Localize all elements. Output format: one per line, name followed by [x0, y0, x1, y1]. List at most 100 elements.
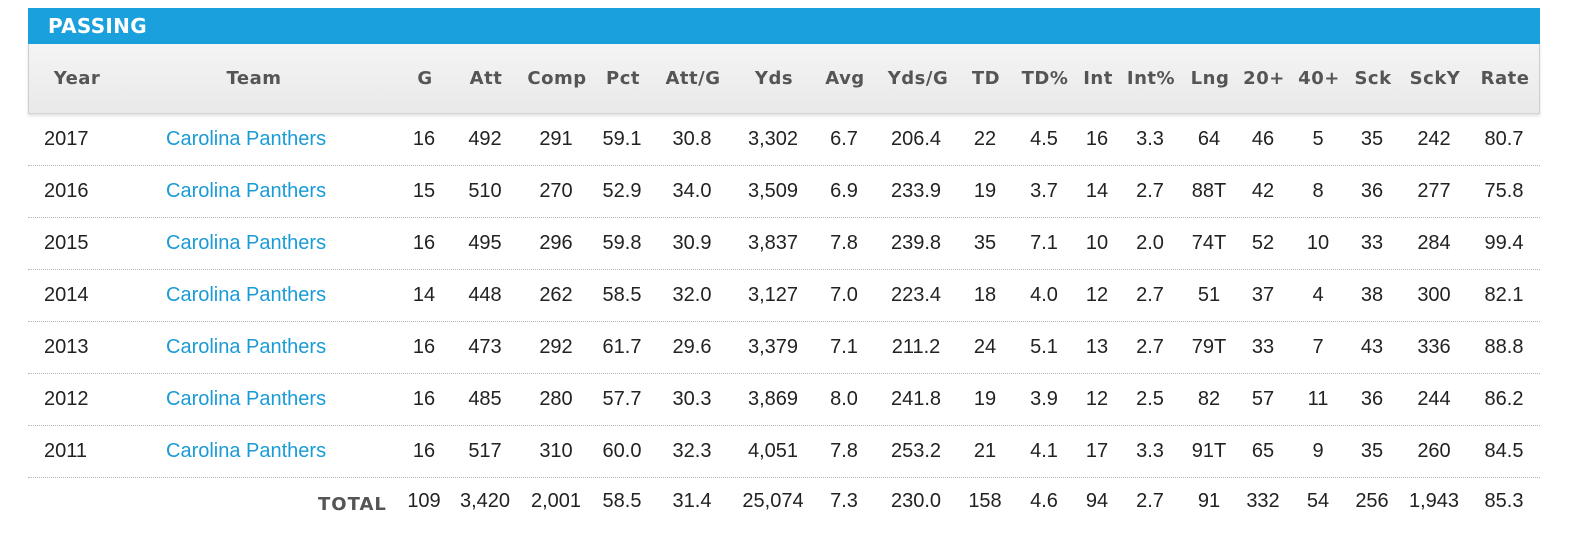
cell-comp: 270	[539, 180, 573, 202]
col-header-att-per-g: Att/G	[665, 68, 721, 89]
cell-comp: 292	[539, 336, 573, 358]
cell-td: 22	[973, 128, 997, 150]
cell-year: 2012	[44, 388, 89, 410]
total-yds: 25,074	[742, 490, 804, 512]
cell-int-pct: 2.7	[1136, 336, 1164, 358]
cell-rate: 86.2	[1484, 388, 1524, 410]
team-link[interactable]: Carolina Panthers	[166, 128, 327, 150]
team-link[interactable]: Carolina Panthers	[166, 284, 327, 306]
cell-td-pct: 4.1	[1030, 440, 1058, 462]
cell-td-pct: 5.1	[1030, 336, 1058, 358]
table-row: 2015 Carolina Panthers 16 495 296 59.8 30.9 3,8…	[28, 218, 1540, 270]
cell-20-plus: 65	[1251, 440, 1275, 462]
cell-att-per-g: 29.6	[672, 336, 712, 358]
total-40-plus: 54	[1306, 490, 1330, 512]
cell-g: 16	[412, 232, 436, 254]
total-comp: 2,001	[530, 490, 582, 512]
cell-20-plus: 46	[1251, 128, 1275, 150]
cell-40-plus: 9	[1312, 440, 1324, 462]
cell-int: 10	[1085, 232, 1109, 254]
total-scky: 1,943	[1408, 490, 1460, 512]
col-header-yds-per-g: Yds/G	[887, 68, 949, 89]
cell-td-pct: 4.0	[1030, 284, 1058, 306]
cell-pct: 59.1	[602, 128, 642, 150]
cell-yds-per-g: 206.4	[890, 128, 942, 150]
cell-yds-per-g: 211.2	[891, 336, 941, 358]
cell-td: 21	[973, 440, 997, 462]
team-link[interactable]: Carolina Panthers	[166, 180, 327, 202]
cell-td-pct: 7.1	[1030, 232, 1058, 254]
cell-lng: 51	[1197, 284, 1221, 306]
cell-td: 35	[973, 232, 997, 254]
cell-rate: 82.1	[1484, 284, 1524, 306]
table-row: 2011 Carolina Panthers 16 517 310 60.0 32.3 4,0…	[28, 426, 1540, 478]
cell-sck: 36	[1360, 388, 1384, 410]
table-row: 2016 Carolina Panthers 15 510 270 52.9 34.0 3,5…	[28, 166, 1540, 218]
cell-lng: 88T	[1191, 180, 1227, 202]
total-pct: 58.5	[602, 490, 642, 512]
cell-att: 510	[468, 180, 502, 202]
table-row: 2014 Carolina Panthers 14 448 262 58.5 32.0 3,1…	[28, 270, 1540, 322]
cell-yds: 3,379	[747, 336, 799, 358]
cell-40-plus: 11	[1307, 388, 1329, 410]
cell-att-per-g: 30.8	[672, 128, 712, 150]
cell-int-pct: 3.3	[1136, 128, 1164, 150]
cell-pct: 58.5	[602, 284, 642, 306]
col-header-rate: Rate	[1480, 68, 1530, 89]
col-header-yds: Yds	[754, 68, 794, 89]
total-att: 3,420	[459, 490, 511, 512]
cell-td: 19	[973, 388, 997, 410]
cell-att-per-g: 34.0	[672, 180, 712, 202]
col-header-comp: Comp	[527, 68, 587, 89]
cell-td: 19	[973, 180, 997, 202]
total-20-plus: 332	[1246, 490, 1280, 512]
cell-att-per-g: 30.9	[672, 232, 712, 254]
cell-scky: 336	[1417, 336, 1451, 358]
cell-40-plus: 4	[1312, 284, 1324, 306]
cell-td: 18	[973, 284, 997, 306]
cell-att: 485	[468, 388, 502, 410]
cell-int: 14	[1085, 180, 1109, 202]
cell-rate: 88.8	[1484, 336, 1524, 358]
col-header-40-plus: 40+	[1298, 68, 1340, 89]
table-header: Year Team G Att Comp Pct Att/G Yds Avg Yds/G TD TD%…	[28, 44, 1540, 114]
cell-comp: 262	[539, 284, 573, 306]
cell-int-pct: 2.0	[1136, 232, 1164, 254]
cell-rate: 80.7	[1484, 128, 1524, 150]
cell-comp: 280	[539, 388, 573, 410]
col-header-td: TD	[971, 68, 1001, 89]
cell-comp: 296	[539, 232, 573, 254]
team-link[interactable]: Carolina Panthers	[166, 232, 327, 254]
cell-sck: 36	[1360, 180, 1384, 202]
cell-year: 2013	[44, 336, 89, 358]
cell-sck: 43	[1360, 336, 1384, 358]
cell-20-plus: 42	[1251, 180, 1275, 202]
cell-comp: 310	[539, 440, 573, 462]
cell-int-pct: 2.5	[1136, 388, 1164, 410]
total-row: TOTAL 109 3,420 2,001 58.5 31.4 25,074 7.3 230.…	[28, 476, 1540, 528]
team-link[interactable]: Carolina Panthers	[166, 336, 327, 358]
cell-40-plus: 5	[1312, 128, 1324, 150]
cell-year: 2014	[44, 284, 89, 306]
team-link[interactable]: Carolina Panthers	[166, 388, 327, 410]
cell-att-per-g: 32.0	[672, 284, 712, 306]
cell-pct: 52.9	[602, 180, 642, 202]
team-link[interactable]: Carolina Panthers	[166, 440, 327, 462]
col-header-sck: Sck	[1354, 68, 1392, 89]
col-header-td-pct: TD%	[1021, 68, 1069, 89]
cell-year: 2016	[44, 180, 89, 202]
cell-att-per-g: 30.3	[672, 388, 712, 410]
cell-lng: 64	[1197, 128, 1221, 150]
passing-panel: PASSING Year Team G Att Comp Pct Att/G Yds Avg Yd…	[28, 8, 1540, 114]
cell-yds: 3,869	[747, 388, 799, 410]
cell-scky: 284	[1417, 232, 1451, 254]
col-header-lng: Lng	[1190, 68, 1230, 89]
total-att-per-g: 31.4	[672, 490, 712, 512]
cell-20-plus: 33	[1251, 336, 1275, 358]
cell-avg: 7.0	[830, 284, 858, 306]
cell-td: 24	[973, 336, 997, 358]
cell-sck: 33	[1360, 232, 1384, 254]
cell-pct: 57.7	[602, 388, 642, 410]
cell-yds: 4,051	[747, 440, 799, 462]
cell-comp: 291	[539, 128, 573, 150]
